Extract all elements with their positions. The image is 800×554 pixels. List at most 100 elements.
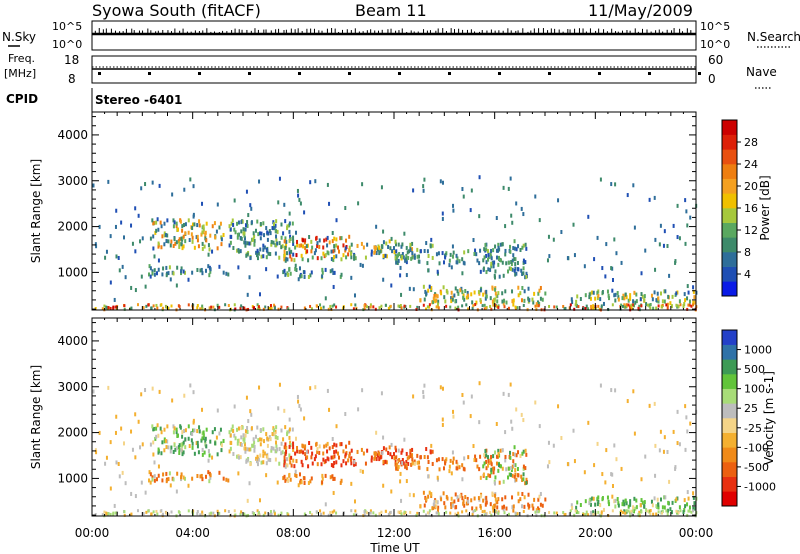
- range-gate-cell: [296, 239, 299, 244]
- range-gate-cell: [393, 250, 396, 255]
- range-gate-cell: [332, 455, 335, 460]
- range-gate-cell: [178, 244, 181, 249]
- range-gate-cell: [384, 253, 387, 258]
- range-gate-cell: [287, 307, 290, 311]
- colorbar-step: [722, 193, 737, 209]
- range-gate-cell: [511, 267, 514, 272]
- range-gate-cell: [244, 446, 247, 451]
- range-gate-cell: [342, 243, 345, 248]
- range-gate-cell: [322, 451, 325, 456]
- range-gate-cell: [246, 426, 249, 431]
- range-gate-cell: [483, 513, 486, 517]
- range-gate-cell: [227, 303, 230, 307]
- range-gate-cell: [625, 303, 628, 307]
- range-gate-cell: [216, 202, 219, 207]
- range-gate-cell: [438, 467, 441, 472]
- range-gate-cell: [510, 466, 513, 471]
- range-gate-cell: [227, 272, 230, 277]
- range-gate-cell: [282, 476, 285, 481]
- range-gate-cell: [490, 264, 493, 269]
- range-gate-cell: [425, 307, 428, 311]
- range-gate-cell: [639, 503, 642, 508]
- y-tick-label: 3000: [57, 380, 88, 394]
- range-gate-cell: [573, 513, 576, 517]
- range-gate-cell: [163, 233, 166, 238]
- range-gate-cell: [134, 412, 137, 417]
- range-gate-cell: [348, 248, 351, 253]
- range-gate-cell: [638, 304, 641, 308]
- range-gate-cell: [634, 300, 637, 305]
- range-gate-cell: [689, 421, 692, 426]
- range-gate-cell: [552, 237, 555, 242]
- range-gate-cell: [204, 268, 207, 273]
- range-gate-cell: [271, 226, 274, 231]
- range-gate-cell: [424, 495, 427, 500]
- range-gate-cell: [479, 494, 482, 499]
- range-gate-cell: [323, 460, 326, 465]
- range-gate-cell: [686, 223, 689, 228]
- range-gate-cell: [658, 242, 661, 247]
- range-gate-cell: [366, 448, 369, 453]
- range-gate-cell: [176, 471, 179, 476]
- range-gate-cell: [412, 188, 415, 193]
- freq-mark: [198, 72, 201, 75]
- range-gate-cell: [662, 243, 665, 248]
- range-gate-cell: [165, 511, 168, 515]
- range-gate-cell: [196, 444, 199, 449]
- range-gate-cell: [163, 221, 166, 226]
- range-gate-cell: [516, 512, 519, 516]
- range-gate-cell: [475, 252, 478, 257]
- range-gate-cell: [181, 246, 184, 251]
- range-gate-cell: [524, 466, 527, 471]
- range-gate-cell: [385, 241, 388, 246]
- range-gate-cell: [478, 175, 481, 180]
- range-gate-cell: [493, 297, 496, 302]
- range-gate-cell: [189, 383, 192, 388]
- range-gate-cell: [369, 303, 372, 307]
- range-gate-cell: [265, 226, 268, 231]
- range-gate-cell: [309, 510, 312, 514]
- range-gate-cell: [275, 219, 278, 224]
- range-gate-cell: [310, 239, 313, 244]
- range-gate-cell: [192, 212, 195, 217]
- range-gate-cell: [112, 305, 115, 309]
- range-gate-cell: [576, 294, 579, 299]
- range-gate-cell: [617, 501, 620, 506]
- range-gate-cell: [495, 255, 498, 260]
- range-gate-cell: [373, 250, 376, 255]
- range-gate-cell: [228, 430, 231, 435]
- range-gate-cell: [592, 304, 595, 309]
- range-gate-cell: [687, 303, 690, 307]
- colorbar-step: [722, 462, 737, 477]
- range-gate-cell: [149, 236, 152, 241]
- range-gate-cell: [352, 307, 355, 311]
- range-gate-cell: [407, 461, 410, 466]
- range-gate-cell: [227, 478, 230, 483]
- range-gate-cell: [257, 232, 260, 237]
- range-gate-cell: [669, 301, 672, 306]
- range-gate-cell: [369, 509, 372, 513]
- range-gate-cell: [401, 252, 404, 257]
- range-gate-cell: [196, 512, 199, 516]
- range-gate-cell: [298, 449, 301, 454]
- range-gate-cell: [478, 467, 481, 472]
- range-gate-cell: [256, 248, 259, 253]
- range-gate-cell: [192, 222, 195, 227]
- range-gate-cell: [187, 218, 190, 223]
- range-gate-cell: [220, 448, 223, 453]
- range-gate-cell: [307, 480, 310, 485]
- range-gate-cell: [165, 305, 168, 309]
- range-gate-cell: [201, 230, 204, 235]
- range-gate-cell: [426, 261, 429, 266]
- range-gate-cell: [151, 424, 154, 429]
- range-gate-cell: [517, 285, 520, 290]
- range-gate-cell: [436, 500, 439, 505]
- range-gate-cell: [156, 217, 159, 222]
- range-gate-cell: [283, 268, 286, 273]
- range-gate-cell: [593, 257, 596, 262]
- range-gate-cell: [183, 393, 186, 398]
- range-gate-cell: [190, 438, 193, 443]
- range-gate-cell: [460, 286, 463, 291]
